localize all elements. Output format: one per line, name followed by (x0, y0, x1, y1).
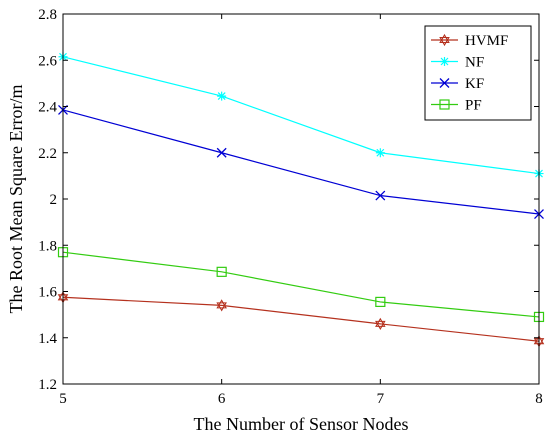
series-line-kf (62, 109, 540, 215)
y-tick-label: 2.8 (38, 7, 57, 23)
legend: HVMF NF KF PF (424, 25, 532, 121)
series-line-hvmf (62, 296, 540, 342)
y-axis-label: The Root Mean Square Error/m (6, 85, 26, 314)
legend-marker-hvmf (439, 33, 450, 47)
data-point-nf-3 (375, 148, 385, 158)
legend-label-nf: NF (465, 55, 484, 71)
legend-marker-nf (440, 57, 449, 66)
data-point-nf-2 (217, 91, 227, 101)
data-point-hvmf-3 (375, 317, 386, 330)
y-tick-label: 2.4 (38, 100, 57, 116)
x-tick-label: 5 (59, 391, 67, 407)
x-tick-label: 7 (377, 391, 385, 407)
legend-item-kf: KF (431, 76, 484, 92)
y-tick-label: 1.8 (38, 238, 57, 254)
data-point-hvmf-2 (216, 299, 227, 312)
legend-marker-kf (439, 78, 450, 88)
y-tick-label: 2 (50, 192, 58, 208)
series-line-pf (62, 251, 540, 318)
data-point-pf-2 (216, 266, 227, 277)
x-axis-label: The Number of Sensor Nodes (194, 414, 409, 434)
legend-item-pf: PF (431, 98, 482, 114)
legend-label-kf: KF (465, 76, 484, 92)
x-tick-label: 6 (218, 391, 226, 407)
legend-marker-pf (439, 99, 450, 110)
data-point-pf-3 (375, 296, 386, 308)
ticks-layer: 5 6 7 8 1.2 1.4 1.6 1.8 2 2.2 2.4 2.6 2.8 (38, 7, 543, 407)
data-point-kf-2 (216, 147, 227, 158)
data-point-kf-3 (375, 190, 386, 201)
y-tick-label: 1.4 (38, 331, 57, 347)
legend-item-hvmf: HVMF (431, 33, 508, 49)
y-tick-label: 2.6 (38, 53, 57, 69)
y-tick-label: 1.6 (38, 285, 57, 301)
y-tick-label: 1.2 (38, 377, 57, 393)
legend-label-hvmf: HVMF (465, 33, 508, 49)
legend-label-pf: PF (465, 98, 482, 114)
y-tick-label: 2.2 (38, 146, 57, 162)
series-line-nf (62, 56, 540, 175)
series-layer (57, 52, 545, 348)
legend-item-nf: NF (431, 55, 484, 71)
x-tick-label: 8 (535, 391, 543, 407)
